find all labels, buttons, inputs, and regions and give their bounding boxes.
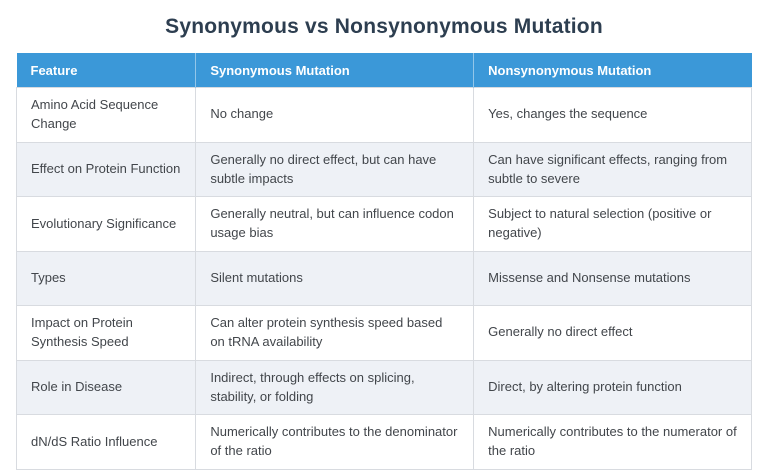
synonymous-cell: Generally neutral, but can influence cod… (195, 196, 475, 253)
column-header-synonymous: Synonymous Mutation (195, 53, 474, 88)
feature-cell: Effect on Protein Function (15, 141, 197, 198)
nonsynonymous-cell: Generally no direct effect (473, 305, 752, 361)
nonsynonymous-cell: Missense and Nonsense mutations (473, 251, 752, 307)
page-title: Synonymous vs Nonsynonymous Mutation (165, 15, 603, 38)
header-row: Feature Synonymous Mutation Nonsynonymou… (16, 53, 752, 88)
nonsynonymous-cell: Numerically contributes to the numerator… (473, 414, 752, 470)
page: Synonymous vs Nonsynonymous Mutation Fea… (15, 15, 752, 470)
synonymous-cell: Numerically contributes to the denominat… (195, 414, 475, 470)
table-row: Role in Disease Indirect, through effects… (15, 359, 752, 416)
feature-cell: Role in Disease (15, 359, 197, 416)
table-row: Evolutionary Significance Generally neutr… (15, 196, 752, 253)
synonymous-cell: Silent mutations (195, 251, 475, 307)
column-header-feature: Feature (16, 53, 196, 88)
synonymous-cell: Can alter protein synthesis speed based … (195, 305, 475, 361)
table-row: Types Silent mutations Missense and Nonsen… (15, 251, 752, 307)
nonsynonymous-cell: Subject to natural selection (positive o… (473, 196, 752, 253)
synonymous-cell: Generally no direct effect, but can have… (195, 141, 475, 198)
table-row: Amino Acid Sequence Change No change Yes, … (15, 87, 752, 143)
column-header-nonsynonymous: Nonsynonymous Mutation (473, 53, 752, 88)
table-row: Effect on Protein Function Generally no d… (15, 141, 752, 198)
table-row: Impact on Protein Synthesis Speed Can alt… (15, 305, 752, 361)
comparison-table: Feature Synonymous Mutation Nonsynonymou… (15, 53, 752, 470)
nonsynonymous-cell: Can have significant effects, ranging fr… (473, 141, 752, 198)
table-container: Feature Synonymous Mutation Nonsynonymou… (0, 53, 768, 470)
synonymous-cell: No change (195, 87, 475, 143)
feature-cell: Evolutionary Significance (15, 196, 197, 253)
feature-cell: Types (15, 251, 197, 307)
table-row: dN/dS Ratio Influence Numerically contrib… (15, 414, 752, 470)
table-header: Feature Synonymous Mutation Nonsynonymou… (16, 53, 752, 88)
feature-cell: Amino Acid Sequence Change (15, 87, 197, 143)
nonsynonymous-cell: Yes, changes the sequence (473, 87, 752, 143)
feature-cell: Impact on Protein Synthesis Speed (15, 305, 197, 361)
nonsynonymous-cell: Direct, by altering protein function (473, 359, 752, 416)
feature-cell: dN/dS Ratio Influence (15, 414, 197, 470)
table-body: Amino Acid Sequence Change No change Yes, … (15, 87, 752, 470)
synonymous-cell: Indirect, through effects on splicing, s… (195, 359, 475, 416)
